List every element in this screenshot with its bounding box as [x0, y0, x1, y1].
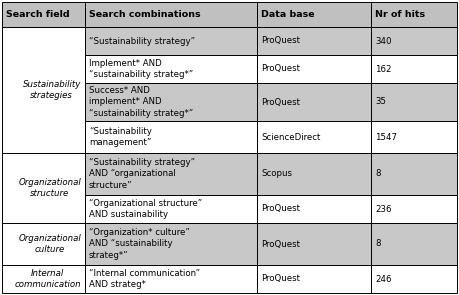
- Bar: [371, 223, 457, 265]
- Text: 246: 246: [375, 275, 392, 283]
- Bar: [2, 223, 85, 265]
- Text: ProQuest: ProQuest: [261, 240, 300, 248]
- Text: Organizational
culture: Organizational culture: [18, 234, 81, 254]
- Text: Internal
communication: Internal communication: [14, 269, 81, 289]
- Bar: [257, 153, 371, 195]
- Bar: [257, 83, 371, 121]
- Text: 8: 8: [375, 240, 381, 248]
- Text: 162: 162: [375, 65, 392, 73]
- Bar: [85, 265, 257, 293]
- Text: ProQuest: ProQuest: [261, 275, 300, 283]
- Text: 35: 35: [375, 98, 386, 106]
- Text: ProQuest: ProQuest: [261, 65, 300, 73]
- Bar: [85, 223, 257, 265]
- Text: Nr of hits: Nr of hits: [375, 10, 425, 19]
- Text: Search combinations: Search combinations: [89, 10, 201, 19]
- Text: 8: 8: [375, 170, 381, 178]
- Text: Organizational
structure: Organizational structure: [18, 178, 81, 198]
- Text: Success* AND
implement* AND
“sustainability strateg*”: Success* AND implement* AND “sustainabil…: [89, 86, 193, 118]
- Bar: [257, 223, 371, 265]
- Text: 1547: 1547: [375, 132, 397, 142]
- Text: “Organization* culture”
AND “sustainability
strateg*”: “Organization* culture” AND “sustainabil…: [89, 228, 190, 260]
- Bar: [85, 195, 257, 223]
- Text: “Organizational structure”
AND sustainability: “Organizational structure” AND sustainab…: [89, 199, 202, 219]
- Text: “Sustainability strategy”: “Sustainability strategy”: [89, 37, 195, 45]
- Bar: [257, 27, 371, 55]
- Text: “Internal communication”
AND strateg*: “Internal communication” AND strateg*: [89, 269, 200, 289]
- Text: “Sustainability strategy”
AND “organizational
structure”: “Sustainability strategy” AND “organizat…: [89, 158, 195, 190]
- Bar: [85, 55, 257, 83]
- Bar: [2, 27, 85, 153]
- Text: Sustainability
strategies: Sustainability strategies: [22, 80, 81, 100]
- Bar: [85, 27, 257, 55]
- Bar: [371, 2, 457, 27]
- Bar: [371, 265, 457, 293]
- Text: Scopus: Scopus: [261, 170, 292, 178]
- Bar: [257, 121, 371, 153]
- Text: ProQuest: ProQuest: [261, 37, 300, 45]
- Bar: [371, 55, 457, 83]
- Bar: [371, 83, 457, 121]
- Text: ScienceDirect: ScienceDirect: [261, 132, 320, 142]
- Text: Data base: Data base: [261, 10, 314, 19]
- Bar: [257, 195, 371, 223]
- Bar: [257, 2, 371, 27]
- Text: ProQuest: ProQuest: [261, 98, 300, 106]
- Text: 236: 236: [375, 204, 392, 214]
- Bar: [371, 195, 457, 223]
- Bar: [371, 153, 457, 195]
- Text: Search field: Search field: [6, 10, 70, 19]
- Text: 340: 340: [375, 37, 392, 45]
- Bar: [2, 2, 85, 27]
- Bar: [2, 265, 85, 293]
- Text: “Sustainability
management”: “Sustainability management”: [89, 127, 152, 147]
- Bar: [257, 265, 371, 293]
- Text: ProQuest: ProQuest: [261, 204, 300, 214]
- Bar: [257, 55, 371, 83]
- Bar: [85, 153, 257, 195]
- Bar: [85, 2, 257, 27]
- Bar: [371, 121, 457, 153]
- Text: Implement* AND
“sustainability strateg*”: Implement* AND “sustainability strateg*”: [89, 59, 193, 79]
- Bar: [371, 27, 457, 55]
- Bar: [85, 121, 257, 153]
- Bar: [85, 83, 257, 121]
- Bar: [2, 153, 85, 223]
